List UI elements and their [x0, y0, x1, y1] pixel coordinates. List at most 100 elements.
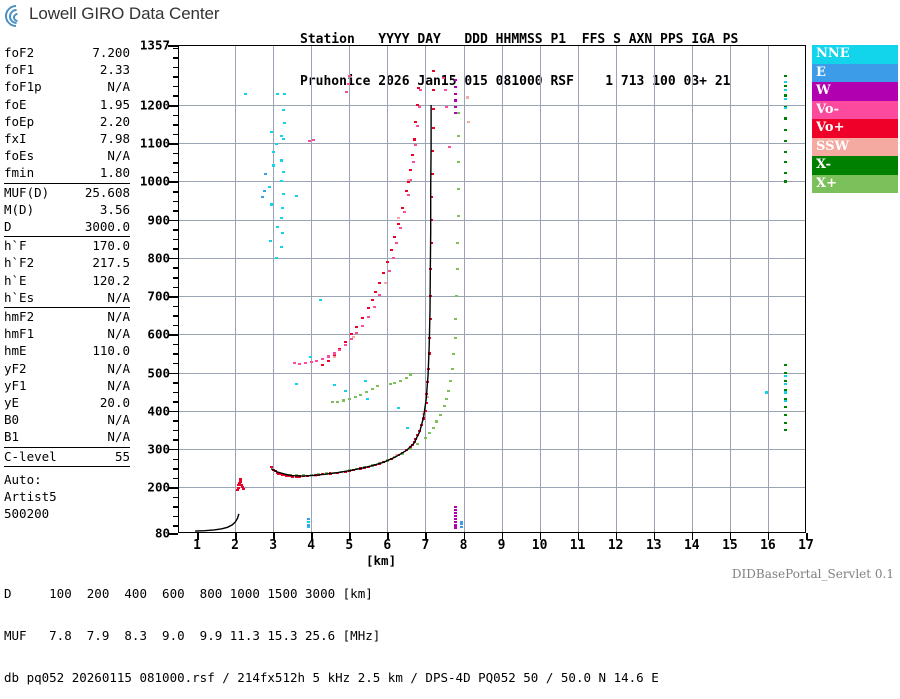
- x-axis-tick: [615, 533, 618, 540]
- data-point-e: [261, 195, 264, 198]
- data-point-vo: [417, 105, 421, 109]
- param-value: 7.200: [92, 45, 130, 60]
- legend-item-vo[interactable]: Vo+: [812, 119, 898, 138]
- data-point-x: [783, 379, 787, 383]
- x-axis-tick: [539, 533, 542, 540]
- x-axis-tick: [387, 533, 389, 540]
- param-row: MUF(D) 25.608: [4, 184, 130, 201]
- data-point-x: [404, 377, 408, 380]
- gridline-vertical: [349, 45, 351, 533]
- data-point-w: [454, 526, 458, 529]
- data-point-x: [784, 421, 788, 425]
- autoscaling-note-line: Auto:: [4, 471, 42, 487]
- param-value: 25.608: [84, 184, 130, 200]
- param-row: fxI 7.98: [4, 130, 130, 147]
- data-point-x: [330, 401, 334, 404]
- y-axis-minor-tick: [173, 372, 178, 374]
- data-point-vo: [279, 473, 283, 476]
- y-axis-tick-label: 1357: [139, 37, 170, 53]
- gridline-vertical: [463, 45, 465, 533]
- y-axis-minor-tick: [173, 515, 178, 518]
- legend-item-x[interactable]: X+: [812, 174, 898, 193]
- x-axis-tick: [729, 533, 732, 540]
- param-value: 55: [114, 448, 130, 464]
- data-point-vo: [410, 153, 414, 156]
- x-axis-tick-label: 3: [269, 538, 278, 553]
- legend-item-vo[interactable]: Vo-: [812, 100, 898, 119]
- data-point-vo: [321, 363, 325, 367]
- param-row: h`F 170.0: [4, 237, 130, 254]
- y-axis-minor-tick: [173, 439, 178, 441]
- data-point-e: [263, 190, 267, 193]
- data-point-vo: [431, 107, 435, 110]
- data-point-x: [450, 367, 454, 370]
- y-axis-minor-tick: [173, 133, 178, 136]
- data-point-vo: [269, 466, 273, 469]
- param-group: h`F 170.0 h`F2 217.5 h`E 120.2 h`Es N/A: [4, 237, 130, 309]
- plot-gridlines: [178, 45, 806, 533]
- data-point-x: [783, 172, 787, 175]
- y-axis-minor-tick: [173, 66, 178, 69]
- y-axis-minor-tick: [173, 248, 178, 250]
- param-value: N/A: [107, 429, 130, 445]
- footer-info: D 100 200 400 600 800 1000 1500 3000 [km…: [4, 559, 659, 699]
- y-axis-minor-tick: [173, 114, 178, 117]
- data-point-nne: [282, 137, 286, 140]
- param-key: yE: [4, 395, 20, 411]
- y-axis-minor-tick: [173, 257, 178, 260]
- y-axis-minor-tick: [173, 506, 178, 508]
- param-key: B1: [4, 429, 20, 445]
- y-axis-tick-label: 900: [147, 212, 170, 228]
- y-axis-minor-tick: [173, 458, 178, 460]
- legend-item-ssw[interactable]: SSW: [812, 137, 898, 156]
- direction-legend[interactable]: NNE E W Vo- Vo+ SSW X- X+: [812, 45, 898, 193]
- data-point-nne: [276, 226, 280, 229]
- data-point-nne: [280, 246, 283, 249]
- param-value: N/A: [107, 412, 130, 428]
- y-axis-tick-label: 700: [147, 288, 170, 304]
- data-point-x: [453, 337, 457, 340]
- data-point-x: [783, 397, 787, 400]
- gridline-horizontal: [178, 181, 806, 183]
- data-point-w: [454, 105, 458, 108]
- data-point-x: [783, 371, 787, 374]
- data-point-e: [264, 172, 267, 175]
- data-point-vo: [332, 352, 336, 355]
- param-row: yF1 N/A: [4, 377, 130, 394]
- autoscaling-note-line: Artist5: [4, 489, 57, 505]
- data-point-vo: [355, 331, 359, 334]
- station-header-values: Pruhonice 2026 Jan15 015 081000 RSF 1 71…: [300, 74, 731, 89]
- gridline-vertical: [425, 45, 427, 533]
- y-axis-tick-label: 1200: [139, 97, 170, 113]
- data-point-x: [783, 140, 787, 143]
- param-row: h`E 120.2: [4, 272, 130, 289]
- data-point-ssw: [383, 281, 387, 284]
- data-point-nne: [280, 135, 283, 138]
- legend-item-nne[interactable]: NNE: [812, 45, 898, 64]
- gridline-vertical: [577, 45, 579, 533]
- y-axis-minor-tick: [173, 324, 178, 327]
- y-axis-minor-tick: [173, 181, 178, 183]
- legend-item-x[interactable]: X-: [812, 156, 898, 175]
- data-point-x: [442, 405, 446, 408]
- legend-item-w[interactable]: W: [812, 82, 898, 101]
- data-point-vo: [292, 362, 296, 365]
- artist-model-curves: [195, 105, 432, 532]
- data-point-nne: [269, 203, 273, 206]
- ionogram-plot[interactable]: [178, 45, 806, 533]
- data-point-nne: [319, 298, 323, 302]
- data-point-x: [444, 398, 448, 401]
- y-axis-tick-label: 1000: [139, 173, 170, 189]
- gridline-horizontal: [178, 487, 806, 489]
- param-value: N/A: [107, 79, 130, 95]
- data-point-vo: [418, 88, 422, 91]
- y-axis-minor-tick: [173, 229, 178, 231]
- legend-item-e[interactable]: E: [812, 63, 898, 82]
- gridline-horizontal: [178, 334, 806, 336]
- data-point-ssw: [397, 216, 401, 219]
- data-point-vo: [285, 474, 288, 477]
- param-value: 120.2: [92, 272, 130, 288]
- param-value: N/A: [107, 148, 130, 164]
- data-point-x: [452, 353, 456, 356]
- y-axis-minor-tick: [173, 496, 178, 499]
